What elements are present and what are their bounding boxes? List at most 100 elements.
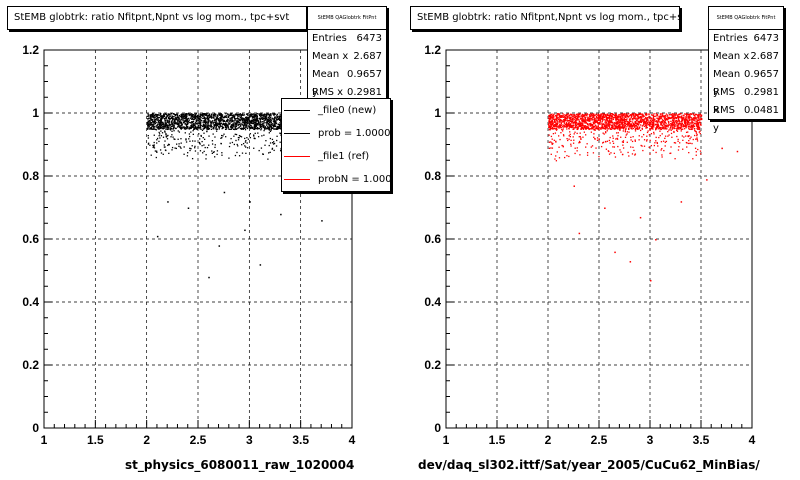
data-point	[602, 119, 604, 121]
data-point	[160, 135, 163, 137]
data-point	[555, 160, 558, 162]
data-point	[253, 134, 255, 136]
data-point	[656, 125, 658, 127]
data-point	[170, 121, 173, 123]
data-point	[595, 125, 597, 127]
data-point	[677, 149, 680, 151]
data-point	[274, 128, 276, 130]
data-point	[688, 115, 691, 118]
data-point	[262, 153, 264, 155]
data-point	[187, 113, 189, 115]
data-point	[611, 121, 614, 124]
data-point	[166, 138, 169, 140]
data-point	[249, 114, 251, 116]
data-point	[194, 116, 196, 118]
data-point	[210, 123, 212, 125]
data-point	[221, 115, 224, 117]
data-point	[616, 115, 619, 118]
data-point	[239, 117, 241, 119]
data-point	[215, 125, 218, 127]
data-point	[239, 113, 241, 115]
data-point	[230, 113, 233, 115]
data-point	[697, 114, 699, 116]
data-point	[607, 117, 609, 119]
data-point	[548, 120, 550, 122]
data-point	[635, 114, 638, 116]
data-point	[193, 128, 195, 130]
data-point	[551, 122, 553, 124]
data-point	[623, 118, 626, 120]
data-point	[230, 137, 232, 140]
data-point	[628, 155, 630, 157]
data-point	[652, 118, 655, 120]
data-point	[581, 116, 583, 118]
data-point	[157, 114, 159, 116]
data-point	[158, 124, 161, 126]
data-point	[147, 127, 149, 129]
data-point	[634, 140, 636, 142]
data-point	[275, 145, 278, 147]
data-point	[608, 122, 611, 124]
data-point	[630, 139, 632, 141]
data-point	[555, 129, 558, 131]
data-point	[563, 118, 565, 121]
data-point	[200, 128, 202, 130]
y-tick-label: 1	[32, 106, 39, 120]
data-point	[694, 147, 697, 149]
data-point	[632, 127, 634, 130]
data-point	[181, 116, 183, 118]
data-point	[189, 135, 191, 138]
data-point	[190, 114, 192, 117]
data-point	[187, 152, 189, 154]
data-point	[258, 114, 261, 117]
data-point	[617, 135, 619, 137]
data-point	[549, 114, 551, 117]
data-point	[272, 118, 274, 120]
data-point	[651, 125, 654, 128]
y-tick-label: 0.6	[22, 232, 39, 246]
data-point	[159, 114, 162, 116]
data-point	[600, 117, 602, 119]
data-point	[204, 121, 206, 123]
data-point	[644, 122, 647, 125]
data-point	[690, 113, 692, 116]
data-point	[248, 116, 250, 119]
data-point	[682, 124, 685, 126]
data-point	[597, 125, 599, 127]
data-point	[150, 128, 153, 130]
data-point	[559, 118, 561, 120]
data-point	[269, 137, 272, 140]
data-point	[273, 125, 276, 127]
data-point	[556, 151, 558, 153]
data-point	[202, 152, 204, 154]
data-point	[234, 121, 236, 123]
data-point	[152, 120, 154, 122]
data-point	[648, 134, 651, 136]
data-point	[668, 120, 670, 123]
data-point	[573, 121, 575, 123]
data-point	[171, 149, 173, 151]
data-point	[620, 115, 623, 117]
data-point	[180, 127, 183, 129]
data-point	[149, 117, 151, 119]
data-point	[193, 128, 196, 130]
data-point	[198, 117, 200, 119]
data-point	[265, 115, 268, 117]
data-point	[266, 121, 268, 123]
data-point	[652, 119, 654, 121]
data-point	[576, 124, 578, 126]
data-point	[199, 150, 202, 152]
data-point	[656, 115, 658, 117]
data-point	[574, 127, 576, 129]
data-point	[151, 118, 153, 120]
data-point	[147, 115, 150, 117]
data-point	[550, 116, 552, 118]
data-point	[234, 154, 237, 157]
data-point	[595, 121, 597, 123]
data-point	[251, 122, 253, 125]
data-point	[243, 120, 246, 122]
data-point	[589, 123, 592, 126]
data-point	[581, 127, 583, 129]
data-point	[609, 128, 612, 130]
data-point	[263, 120, 265, 123]
